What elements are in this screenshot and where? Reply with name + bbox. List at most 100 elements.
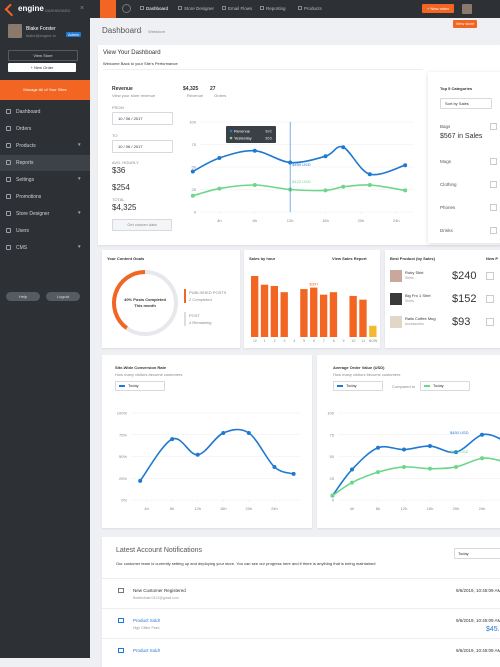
notification-icon bbox=[118, 648, 124, 653]
product-name: Big Fro 1 Shirt bbox=[405, 293, 431, 298]
total-revenue-label: Revenue bbox=[187, 93, 203, 98]
compare-label: Compared to bbox=[392, 384, 415, 389]
menu-item[interactable]: Store Designer▾ bbox=[0, 206, 90, 222]
overview-subtitle: Welcome Back to your Site's Performance bbox=[103, 61, 178, 66]
brand-sub: DASHBOARD bbox=[45, 8, 70, 13]
category-arrow[interactable] bbox=[490, 204, 497, 211]
notification-amount: $45.9 bbox=[486, 626, 500, 633]
product-name: Rails Coffee Mug bbox=[405, 316, 436, 321]
menu-item[interactable]: Orders bbox=[0, 121, 90, 137]
chevron: ▾ bbox=[78, 244, 81, 250]
top-avatar[interactable] bbox=[462, 4, 472, 14]
divider bbox=[103, 69, 423, 70]
menu-item[interactable]: Promotions bbox=[0, 189, 90, 205]
published-label: PUBLISHED POSTS bbox=[189, 290, 226, 295]
category-arrow[interactable] bbox=[490, 227, 497, 234]
notification-icon bbox=[118, 588, 124, 593]
conversion-subtitle: How many visitors become customers bbox=[115, 372, 182, 377]
aov-swatch bbox=[337, 385, 343, 387]
to-date[interactable]: 10 / 06 / 2017 bbox=[112, 140, 173, 153]
sort-select[interactable]: Sort by Sales bbox=[440, 98, 492, 109]
notification-time: 9/6/2019, 10:45:09 AM bbox=[456, 648, 500, 653]
menu-item[interactable]: Products▾ bbox=[0, 138, 90, 154]
view-store-button[interactable]: View Store bbox=[8, 50, 78, 61]
page-title: Dashboard bbox=[102, 26, 141, 35]
notification-divider bbox=[102, 608, 500, 609]
menu-icon bbox=[6, 160, 11, 165]
product-arrow[interactable] bbox=[486, 318, 494, 326]
post-label: POST bbox=[189, 313, 200, 318]
menu-icon bbox=[6, 228, 11, 233]
menu-label: Users bbox=[16, 228, 29, 234]
custom-data-button[interactable]: Get custom data bbox=[112, 219, 172, 231]
aov-subtitle: How many visitors become customers bbox=[333, 372, 400, 377]
second-stat: $254 bbox=[112, 183, 130, 192]
menu-toggle[interactable] bbox=[122, 4, 131, 13]
total: $4,325 bbox=[112, 203, 136, 212]
menu-icon bbox=[6, 126, 11, 131]
notification-divider bbox=[102, 638, 500, 639]
notification-detail: Beatricbakr.0412@gmail.com bbox=[133, 596, 179, 600]
nav-item[interactable]: Products bbox=[304, 6, 322, 11]
close-button[interactable]: × bbox=[80, 5, 84, 12]
product-arrow[interactable] bbox=[486, 295, 494, 303]
period-swatch bbox=[119, 385, 125, 387]
notification-title: New Customer Registered bbox=[133, 588, 186, 593]
menu-icon bbox=[6, 109, 11, 114]
menu-item[interactable]: Reports bbox=[0, 155, 90, 171]
home-button[interactable] bbox=[100, 0, 116, 18]
avg-hourly-label: AVG. HOURLY bbox=[112, 160, 139, 165]
notifications-period[interactable]: Today bbox=[454, 548, 500, 559]
sales-link[interactable]: View Sales Report bbox=[332, 256, 367, 261]
overview-title: View Your Dashboard bbox=[103, 50, 161, 56]
category-name: Drinks bbox=[440, 228, 453, 233]
remaining: 4 Remaining bbox=[189, 320, 211, 325]
menu-item[interactable]: CMS▾ bbox=[0, 240, 90, 256]
top-categories-title: Top 5 Categories bbox=[440, 86, 472, 91]
goal-bar-2 bbox=[184, 312, 186, 326]
menu-item[interactable]: Dashboard bbox=[0, 104, 90, 120]
category-arrow[interactable] bbox=[490, 158, 497, 165]
avatar bbox=[8, 24, 22, 38]
product-arrow[interactable] bbox=[486, 272, 494, 280]
category-arrow[interactable] bbox=[490, 123, 497, 130]
notification-icon bbox=[118, 618, 124, 623]
menu-item[interactable]: Users bbox=[0, 223, 90, 239]
breadcrumb-arrow: ‹ bbox=[141, 29, 142, 34]
nav-item[interactable]: Email Flows bbox=[228, 6, 252, 11]
nav-item[interactable]: Reporting bbox=[266, 6, 286, 11]
content-goals-title: Your Content Goals bbox=[107, 256, 144, 261]
new-order-button[interactable]: + New Order bbox=[8, 63, 76, 72]
menu-item[interactable]: Settings▾ bbox=[0, 172, 90, 188]
product-category: Accessories bbox=[405, 322, 424, 326]
menu-icon bbox=[6, 177, 11, 182]
menu-label: Promotions bbox=[16, 194, 41, 200]
aov-title: Average Order Value (USD) bbox=[333, 365, 384, 370]
product-name: Ruby Skirt bbox=[405, 270, 423, 275]
menu-icon bbox=[6, 211, 11, 216]
from-date[interactable]: 10 / 06 / 2017 bbox=[112, 112, 173, 125]
chevron: ▾ bbox=[78, 176, 81, 182]
help-button[interactable]: Help bbox=[6, 292, 40, 301]
chevron: ▾ bbox=[78, 142, 81, 148]
notification-time: 9/6/2019, 10:45:09 AM bbox=[456, 618, 500, 623]
category-name: Phones bbox=[440, 205, 455, 210]
notification-title: Product Sold! bbox=[133, 618, 160, 623]
manage-sites[interactable]: Manage All of Your Sites bbox=[0, 80, 90, 100]
logout-button[interactable]: Logout bbox=[46, 292, 80, 301]
menu-icon bbox=[6, 143, 11, 148]
logo-mark bbox=[5, 4, 18, 17]
revenue-subtitle: View your store revenue bbox=[112, 93, 155, 98]
product-sales: $93 bbox=[452, 316, 470, 328]
revenue-title: Revenue bbox=[112, 86, 133, 92]
view-store-pill[interactable]: View store bbox=[453, 20, 477, 28]
nav-item[interactable]: Dashboard bbox=[146, 6, 168, 11]
category-arrow[interactable] bbox=[490, 181, 497, 188]
nav-item[interactable]: Store Designer bbox=[184, 6, 214, 11]
product-thumb bbox=[390, 270, 402, 282]
new-order-top[interactable]: + New order bbox=[422, 4, 454, 13]
notification-time: 9/6/2019, 10:45:09 AM bbox=[456, 588, 500, 593]
notification-divider bbox=[102, 578, 500, 579]
product-category: Skirts bbox=[405, 276, 414, 280]
